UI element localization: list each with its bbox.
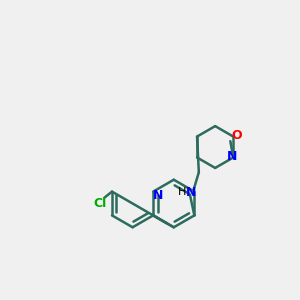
Text: N: N (186, 186, 197, 199)
Text: N: N (226, 149, 237, 163)
Text: O: O (231, 129, 242, 142)
Text: N: N (152, 189, 163, 202)
Text: H: H (177, 187, 186, 197)
Text: Cl: Cl (94, 197, 107, 210)
